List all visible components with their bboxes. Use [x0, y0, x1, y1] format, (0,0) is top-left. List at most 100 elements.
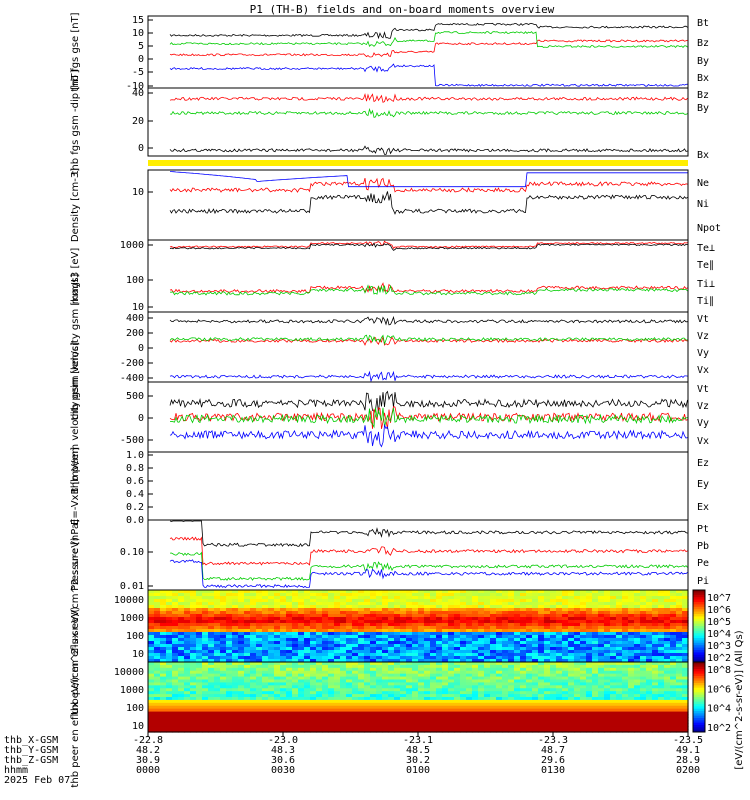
heatmap-cell	[364, 659, 371, 663]
heatmap-cell	[658, 590, 665, 594]
heatmap-cell	[190, 679, 197, 684]
heatmap-cell	[298, 614, 305, 618]
heatmap-cell	[556, 688, 563, 692]
heatmap-cell	[490, 614, 497, 618]
heatmap-cell	[244, 656, 251, 660]
heatmap-cell	[388, 617, 395, 621]
heatmap-cell	[652, 659, 659, 663]
heatmap-cell	[292, 656, 299, 660]
heatmap-cell	[298, 688, 305, 692]
heatmap-cell	[382, 599, 389, 603]
ytick-peim_velocity-0: 400	[126, 313, 144, 324]
heatmap-cell	[436, 726, 443, 730]
heatmap-cell	[382, 676, 389, 681]
heatmap-cell	[232, 614, 239, 618]
colorbar-tick-peir_spectrogram-4: 10^3	[707, 641, 731, 652]
heatmap-cell	[490, 714, 497, 719]
heatmap-cell	[220, 702, 227, 707]
heatmap-cell	[340, 608, 347, 612]
heatmap-cell	[454, 667, 461, 672]
ytick-peem_velocity-0: 500	[126, 391, 144, 402]
heatmap-cell	[268, 670, 275, 675]
heatmap-cell	[382, 614, 389, 618]
heatmap-cell	[502, 694, 509, 698]
heatmap-cell	[472, 702, 479, 707]
heatmap-cell	[262, 720, 269, 724]
heatmap-cell	[604, 599, 611, 603]
heatmap-cell	[520, 685, 527, 689]
heatmap-cell	[382, 667, 389, 672]
heatmap-cell	[196, 650, 203, 654]
heatmap-cell	[298, 611, 305, 615]
heatmap-cell	[490, 635, 497, 639]
ylabel-peir_spectrogram: thb peir en eflux eV/(cm^2-s-sr-eV)	[70, 537, 81, 715]
heatmap-cell	[628, 662, 635, 666]
heatmap-cell	[472, 679, 479, 684]
heatmap-cell	[226, 620, 233, 624]
heatmap-cell	[412, 691, 419, 695]
heatmap-cell	[154, 593, 161, 597]
heatmap-cell	[208, 617, 215, 621]
heatmap-cell	[328, 708, 335, 713]
heatmap-cell	[520, 679, 527, 684]
heatmap-cell	[412, 720, 419, 724]
heatmap-cell	[472, 644, 479, 648]
heatmap-cell	[382, 656, 389, 660]
heatmap-cell	[190, 599, 197, 603]
heatmap-cell	[148, 670, 155, 675]
heatmap-cell	[526, 699, 533, 704]
heatmap-cell	[670, 635, 677, 639]
heatmap-cell	[172, 638, 179, 642]
heatmap-cell	[382, 664, 389, 669]
heatmap-cell	[316, 702, 323, 707]
heatmap-cell	[382, 717, 389, 721]
heatmap-cell	[238, 608, 245, 612]
heatmap-cell	[352, 711, 359, 716]
heatmap-cell	[322, 635, 329, 639]
heatmap-cell	[220, 644, 227, 648]
ytick-peim_velocity-2: 0	[138, 343, 144, 354]
heatmap-cell	[496, 635, 503, 639]
heatmap-cell	[610, 688, 617, 692]
heatmap-cell	[604, 635, 611, 639]
heatmap-cell	[436, 723, 443, 727]
heatmap-cell	[394, 729, 401, 733]
heatmap-cell	[640, 664, 647, 669]
heatmap-cell	[172, 714, 179, 719]
heatmap-cell	[658, 679, 665, 684]
heatmap-cell	[172, 602, 179, 606]
colorbar-cell	[693, 609, 705, 613]
heatmap-cell	[640, 662, 647, 666]
heatmap-cell	[574, 620, 581, 624]
heatmap-cell	[526, 599, 533, 603]
heatmap-cell	[616, 644, 623, 648]
heatmap-cell	[364, 608, 371, 612]
heatmap-cell	[364, 632, 371, 636]
heatmap-cell	[388, 688, 395, 692]
heatmap-cell	[424, 723, 431, 727]
heatmap-cell	[664, 641, 671, 645]
heatmap-cell	[304, 667, 311, 672]
heatmap-cell	[496, 593, 503, 597]
heatmap-cell	[202, 699, 209, 704]
heatmap-cell	[448, 664, 455, 669]
heatmap-cell	[544, 717, 551, 721]
heatmap-cell	[472, 623, 479, 627]
heatmap-cell	[658, 702, 665, 707]
heatmap-cell	[208, 691, 215, 695]
heatmap-cell	[202, 617, 209, 621]
heatmap-cell	[652, 729, 659, 733]
heatmap-cell	[262, 614, 269, 618]
heatmap-cell	[154, 691, 161, 695]
heatmap-cell	[304, 691, 311, 695]
heatmap-cell	[280, 705, 287, 710]
heatmap-cell	[154, 673, 161, 678]
heatmap-cell	[466, 670, 473, 675]
heatmap-cell	[526, 697, 533, 701]
heatmap-cell	[478, 620, 485, 624]
heatmap-cell	[292, 664, 299, 669]
heatmap-cell	[214, 590, 221, 594]
heatmap-cell	[664, 602, 671, 606]
colorbar-cell	[693, 720, 705, 724]
heatmap-cell	[430, 611, 437, 615]
